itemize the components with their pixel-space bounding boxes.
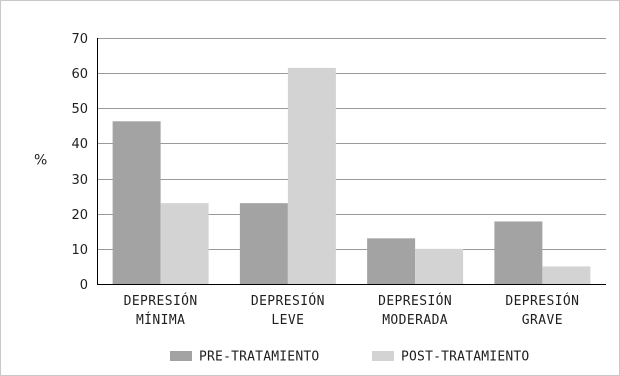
legend-swatch-pre: [170, 351, 192, 361]
x-category-label: DEPRESIÓN: [505, 293, 579, 309]
y-tick-label: 60: [71, 67, 88, 82]
y-axis-label: %: [34, 153, 47, 169]
bar-post-treatment: [287, 67, 336, 284]
legend-swatch-post: [372, 351, 394, 361]
bar-post-treatment: [415, 248, 464, 284]
y-tick-label: 50: [71, 102, 88, 117]
x-category-label: GRAVE: [522, 313, 563, 328]
x-category-label: DEPRESIÓN: [124, 293, 198, 309]
x-category-label: DEPRESIÓN: [378, 293, 452, 309]
x-category-label: DEPRESIÓN: [251, 293, 325, 309]
legend-label-pre: PRE-TRATAMIENTO: [199, 350, 319, 365]
y-tick-label: 30: [71, 173, 88, 188]
y-tick-label: 20: [71, 208, 88, 223]
bar-post-treatment: [542, 266, 591, 284]
y-tick-label: 70: [71, 32, 88, 47]
y-tick-label: 10: [71, 243, 88, 258]
x-category-label: MÍNIMA: [136, 312, 185, 328]
legend-label-post: POST-TRATAMIENTO: [401, 350, 529, 365]
bar-pre-treatment: [367, 238, 416, 284]
y-tick-label: 40: [71, 137, 88, 152]
bar-pre-treatment: [239, 203, 288, 284]
y-tick-label: 0: [80, 278, 88, 293]
bar-pre-treatment: [112, 121, 161, 284]
x-category-label: MODERADA: [382, 313, 448, 328]
bar-pre-treatment: [494, 221, 543, 284]
bar-post-treatment: [160, 203, 209, 284]
x-category-label: LEVE: [271, 313, 304, 328]
